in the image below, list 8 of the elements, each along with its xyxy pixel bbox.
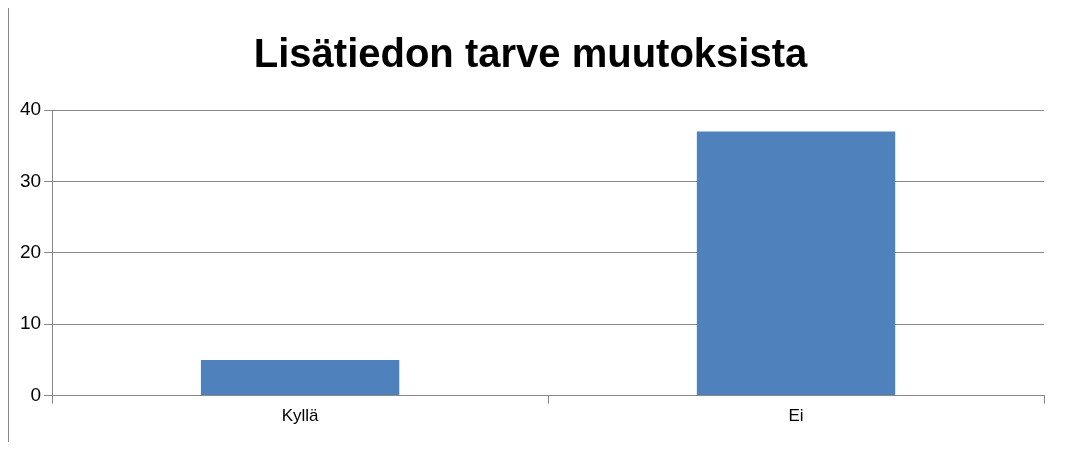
x-tick-label: Kyllä	[281, 406, 320, 426]
y-tick-label: 30	[19, 169, 42, 191]
x-tick-label: Ei	[788, 406, 804, 426]
y-tick-label: 10	[19, 312, 42, 334]
chart-title: Lisätiedon tarve muutoksista	[253, 31, 808, 76]
y-tick-label: 0	[30, 383, 42, 405]
y-tick-label: 40	[19, 98, 42, 120]
y-tick-label: 20	[19, 241, 42, 263]
